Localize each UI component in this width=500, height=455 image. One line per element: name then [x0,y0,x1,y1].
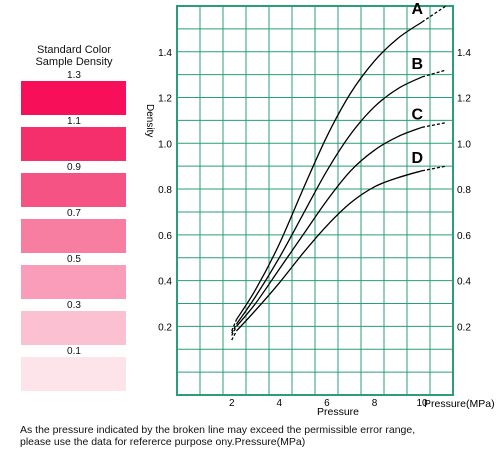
series-line-d [236,170,423,332]
swatch-label: 0.3 [67,300,81,311]
color-swatch [21,311,126,345]
series-dash-end-c [421,122,447,128]
y-tick-label-right: 1.2 [457,94,471,105]
y-tick-label: 1.2 [158,94,172,105]
color-swatch [21,357,126,391]
x-tick-label: 2 [229,398,235,409]
density-pressure-chart: 0.2 0.2 0.4 0.4 0.6 0.6 0.8 0.8 1.0 1.0 1.2 1.2 1.4 1… [144,1,495,418]
swatch-label: 0.1 [67,346,81,357]
series-label-b: B [412,56,424,73]
plot-frame [176,5,454,396]
footnote: As the pressure indicated by the broken … [20,424,490,448]
x-tick-label: 10 [417,398,429,409]
x-tick-label: 8 [372,398,378,409]
line-layer [231,5,447,341]
color-swatch [21,265,126,299]
series-dash-end-b [421,69,447,78]
series-dash-start-d [231,330,238,341]
color-swatch [21,81,126,115]
y-tick-label-right: 0.4 [457,277,471,288]
series-line-c [235,126,423,327]
color-swatch [21,219,126,253]
series-dash-start-c [231,326,238,336]
series-dash-end-d [421,165,447,172]
legend-title-line-2: Sample Density [35,56,113,68]
y-tick-label: 0.2 [158,322,172,333]
y-tick-label: 1.4 [158,48,172,59]
legend-title: Standard Color Sample Density [16,44,132,68]
y-tick-label-right: 1.4 [457,48,471,59]
footnote-line-2: please use the data for refererce purpos… [20,436,306,448]
series-label-a: A [412,1,424,18]
y-tick-label-right: 0.8 [457,185,471,196]
color-swatch [21,127,126,161]
y-tick-label: 1.0 [158,139,172,150]
y-axis-label: Density [144,104,155,137]
swatch-label: 0.5 [67,254,81,265]
footnote-line-1: As the pressure indicated by the broken … [20,424,416,436]
y-tick-label-right: 1.0 [457,139,471,150]
series-line-b [235,76,423,325]
series-label-c: C [412,106,424,123]
series-dash-start-b [231,323,238,334]
label-layer: 0.2 0.2 0.4 0.4 0.6 0.6 0.8 0.8 1.0 1.0 1.2 1.2 1.4 1… [158,1,471,409]
swatch-label: 0.7 [67,208,81,219]
y-tick-label-right: 0.2 [457,322,471,333]
swatch-label: 1.3 [67,70,81,81]
series-line-a [235,21,423,320]
y-tick-label-right: 0.6 [457,231,471,242]
x-axis-label: Pressure [317,406,359,418]
y-tick-label: 0.4 [158,277,172,288]
y-tick-label: 0.8 [158,185,172,196]
x-tick-label: 4 [277,398,283,409]
color-swatch [21,173,126,207]
y-tick-label: 0.6 [158,231,172,242]
swatch-label: 1.1 [67,116,81,127]
series-label-d: D [412,150,424,167]
swatch-label: 0.9 [67,162,81,173]
series-dash-start-a [231,319,238,332]
x-tick-label: 6 [324,398,330,409]
legend-title-line-1: Standard Color [37,44,111,56]
x-axis-unit-label: Pressure(MPa) [424,398,495,410]
grid-layer [176,5,454,396]
series-dash-end-a [421,5,447,23]
